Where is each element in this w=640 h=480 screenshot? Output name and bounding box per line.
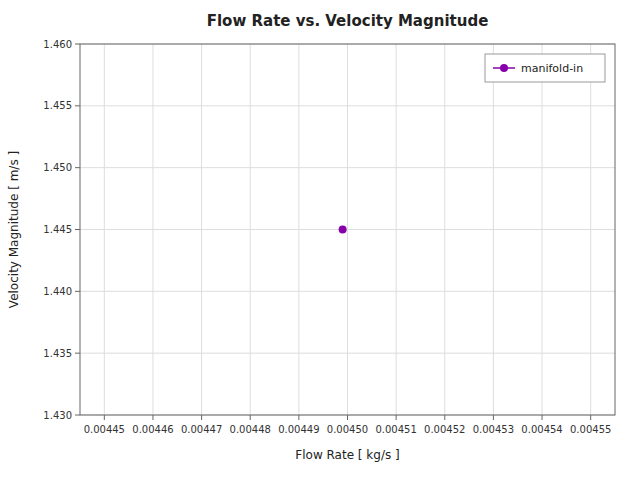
y-tick (75, 105, 80, 106)
y-tick (75, 167, 80, 168)
data-layer (339, 226, 347, 234)
x-tick-label: 0.00451 (375, 424, 416, 435)
y-grid-line (80, 291, 615, 292)
x-axis-label: Flow Rate [ kg/s ] (295, 448, 399, 462)
chart-container: 0.00445 0.00446 0.00447 0.00448 0.00449 0.004… (0, 0, 640, 480)
y-tick-label: 1.460 (43, 39, 72, 50)
grid (80, 44, 615, 415)
y-tick (75, 415, 80, 416)
series-point (339, 226, 347, 234)
y-tick (75, 353, 80, 354)
x-tick-label: 0.00448 (230, 424, 271, 435)
x-tick-label: 0.00450 (327, 424, 368, 435)
y-tick-label: 1.435 (43, 348, 72, 359)
x-tick (444, 415, 445, 420)
y-grid-line (80, 353, 615, 354)
x-tick-label: 0.00454 (521, 424, 562, 435)
chart-title: Flow Rate vs. Velocity Magnitude (207, 12, 489, 30)
y-tick-label: 1.455 (43, 100, 72, 111)
x-tick (493, 415, 494, 420)
legend-box (485, 54, 605, 82)
y-axis-label: Velocity Magnitude [ m/s ] (7, 151, 21, 308)
x-tick (201, 415, 202, 420)
plot-frame (80, 44, 615, 415)
x-tick-label: 0.00445 (84, 424, 125, 435)
y-grid-line (80, 105, 615, 106)
x-tick-label: 0.00453 (473, 424, 514, 435)
legend-label: manifold-in (521, 62, 583, 75)
y-tick-label: 1.450 (43, 162, 72, 173)
x-tick-label: 0.00447 (181, 424, 222, 435)
x-tick (104, 415, 105, 420)
y-tick (75, 291, 80, 292)
y-grid-line (80, 167, 615, 168)
legend-marker (500, 64, 508, 72)
x-tick (396, 415, 397, 420)
plot-background (80, 44, 615, 415)
y-grid-line (80, 229, 615, 230)
y-tick-label: 1.445 (43, 224, 72, 235)
x-tick (152, 415, 153, 420)
y-tick (75, 229, 80, 230)
x-tick (250, 415, 251, 420)
x-tick-label: 0.00455 (570, 424, 611, 435)
axes: 0.00445 0.00446 0.00447 0.00448 0.00449 0.004… (43, 39, 615, 436)
x-tick-label: 0.00449 (278, 424, 319, 435)
x-tick (590, 415, 591, 420)
x-tick-label: 0.00446 (132, 424, 173, 435)
y-tick-label: 1.430 (43, 410, 72, 421)
x-tick-label: 0.00452 (424, 424, 465, 435)
y-tick (75, 44, 80, 45)
legend: manifold-in (485, 54, 605, 82)
chart-svg: 0.00445 0.00446 0.00447 0.00448 0.00449 0.004… (0, 0, 640, 480)
x-tick (542, 415, 543, 420)
y-tick-label: 1.440 (43, 286, 72, 297)
x-tick (298, 415, 299, 420)
x-tick (347, 415, 348, 420)
